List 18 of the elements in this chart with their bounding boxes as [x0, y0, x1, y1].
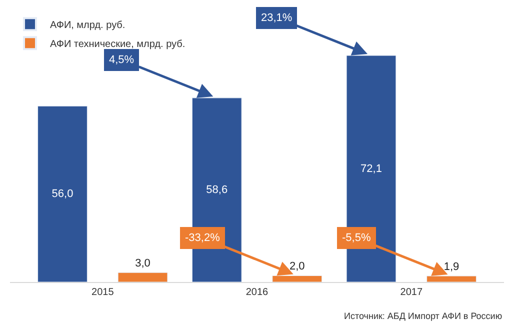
- legend-label: АФИ, млрд. руб.: [50, 20, 126, 32]
- data-label: 2,0: [289, 260, 305, 273]
- x-tick-label: 2015: [92, 287, 114, 298]
- text: Источник: АБД Импорт АФИ в Россию: [344, 311, 502, 321]
- data-label: 3,0: [135, 258, 150, 270]
- bar: [38, 106, 88, 282]
- data-label: 72,1: [360, 162, 382, 175]
- annotation: 23,1%: [261, 12, 292, 24]
- x-tick-label: 2016: [246, 287, 269, 298]
- annotation: -33,2%: [185, 232, 220, 244]
- bar: [118, 272, 168, 282]
- annotation: -5,5%: [342, 232, 371, 244]
- data-label: 56,0: [52, 188, 74, 200]
- annotation: 4,5%: [109, 54, 134, 66]
- data-label: 58,6: [206, 184, 228, 196]
- data-label: 1,9: [444, 261, 460, 274]
- x-tick-label: 2017: [400, 287, 423, 298]
- legend-label: АФИ технические, млрд. руб.: [50, 39, 186, 50]
